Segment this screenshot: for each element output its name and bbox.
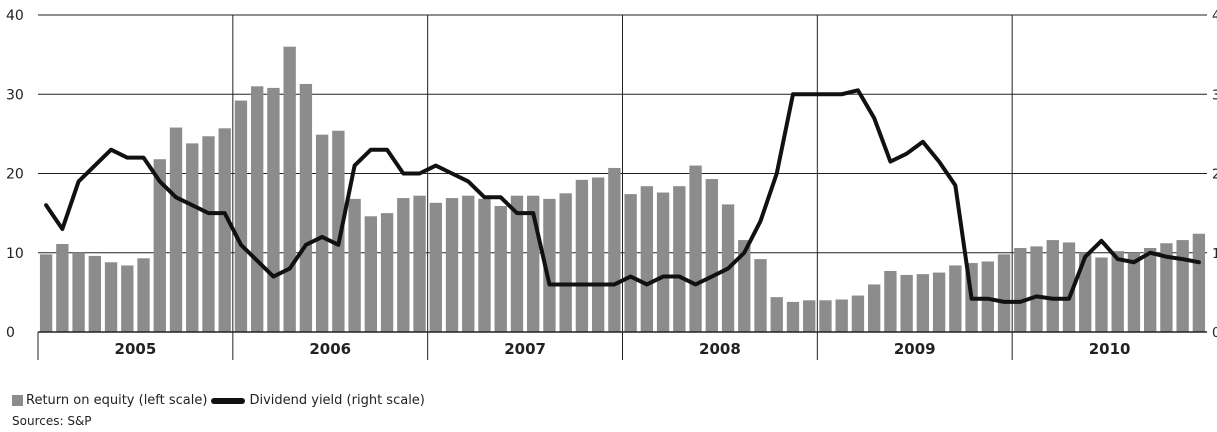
roe-bar: [770, 297, 783, 332]
roe-bar: [803, 300, 816, 332]
axes: [37, 331, 1207, 360]
roe-bar: [315, 134, 329, 332]
x-category-label: 2009: [894, 340, 936, 358]
roe-bar: [429, 202, 442, 332]
roe-bar: [835, 299, 848, 332]
roe-bar: [705, 179, 718, 332]
dividend-yield-series: [44, 88, 1201, 304]
roe-bar: [1095, 257, 1108, 332]
roe-bar: [656, 192, 670, 332]
roe-bar: [1030, 246, 1043, 332]
y-right-tick-label: 0: [1212, 326, 1217, 341]
roe-bar: [738, 240, 751, 332]
roe-bar: [900, 274, 913, 332]
legend: Return on equity (left scale) Dividend y…: [12, 393, 425, 408]
x-category-label: 2007: [504, 340, 546, 358]
legend-line-swatch: [211, 397, 246, 404]
roe-bar: [884, 270, 897, 332]
roe-bar: [121, 265, 134, 332]
roe-bar: [1160, 243, 1173, 332]
roe-bar: [754, 259, 767, 332]
tick-labels: 0 10 20 30 40 0 1 2 3 4 2005 2006 2007 2008 2009 2010: [6, 8, 1217, 358]
roe-bar: [1046, 240, 1059, 332]
roe-bar: [478, 198, 491, 332]
roe-bar: [380, 213, 394, 332]
roe-bar: [283, 46, 296, 332]
x-category-label: 2005: [115, 340, 157, 358]
roe-bar: [575, 179, 589, 332]
roe-bar: [186, 143, 199, 332]
roe-bar: [1144, 247, 1157, 332]
y-right-tick-label: 1: [1212, 247, 1217, 262]
legend-bar-swatch: [12, 395, 23, 406]
roe-bar: [510, 195, 524, 332]
roe-bar: [543, 198, 556, 332]
roe-bar: [397, 198, 410, 332]
roe-bar: [445, 198, 459, 332]
roe-bar: [88, 255, 101, 332]
roe-bar: [1176, 240, 1189, 332]
roe-bar: [234, 100, 248, 332]
roe-bar: [640, 186, 654, 332]
roe-bar: [462, 195, 475, 332]
roe-bar: [689, 165, 702, 332]
y-left-tick-label: 20: [6, 167, 24, 183]
x-category-label: 2008: [699, 340, 741, 358]
y-left-tick-label: 30: [6, 87, 24, 103]
y-left-tick-label: 10: [6, 246, 24, 262]
y-right-tick-label: 2: [1212, 168, 1217, 183]
roe-bar: [348, 198, 361, 332]
roe-bar: [104, 262, 118, 332]
y-left-tick-label: 40: [6, 8, 24, 24]
roe-bar: [218, 128, 231, 332]
roe-bar: [1127, 252, 1141, 332]
legend-bar-label: Return on equity (left scale): [26, 393, 208, 408]
roe-bar: [851, 295, 865, 332]
roe-bar: [591, 177, 605, 332]
roe-bar: [137, 258, 150, 332]
roe-bar: [169, 127, 183, 332]
roe-bar: [413, 195, 426, 332]
x-category-label: 2006: [309, 340, 351, 358]
y-right-tick-label: 4: [1212, 9, 1217, 24]
roe-bar: [559, 193, 572, 332]
roe-bar: [916, 274, 930, 332]
roe-bar: [624, 194, 637, 332]
roe-bar: [251, 86, 264, 332]
roe-bar: [997, 254, 1011, 332]
roe-bar: [867, 284, 881, 332]
roe-bar: [72, 252, 85, 332]
source-note: Sources: S&P: [12, 414, 92, 428]
roe-bar: [364, 216, 378, 332]
roe-bar: [819, 300, 832, 332]
roe-bar: [299, 83, 313, 332]
roe-bar: [1079, 252, 1092, 332]
roe-bar: [1111, 251, 1124, 332]
roe-bar: [1014, 247, 1027, 332]
roe-bars: [39, 46, 1206, 332]
x-category-label: 2010: [1089, 340, 1131, 358]
roe-bar: [267, 87, 280, 332]
roe-bar: [1062, 242, 1076, 332]
roe-bar: [608, 167, 621, 332]
roe-bar: [332, 130, 345, 332]
roe-bar: [494, 205, 507, 332]
roe-bar: [153, 159, 166, 332]
roe-bar: [673, 186, 686, 332]
roe-bar: [949, 265, 962, 332]
roe-bar: [786, 301, 800, 332]
y-left-tick-label: 0: [6, 325, 15, 341]
legend-line-label: Dividend yield (right scale): [249, 393, 425, 408]
roe-bar: [202, 136, 215, 332]
chart: 0 10 20 30 40 0 1 2 3 4 2005 2006 2007 2008 2009 2010: [6, 8, 1217, 360]
y-right-tick-label: 3: [1212, 88, 1217, 103]
roe-bar: [56, 244, 69, 332]
dividend-yield-line: [44, 88, 1201, 304]
roe-bar: [1192, 233, 1206, 332]
roe-bar: [39, 254, 53, 332]
roe-bar: [932, 272, 946, 332]
